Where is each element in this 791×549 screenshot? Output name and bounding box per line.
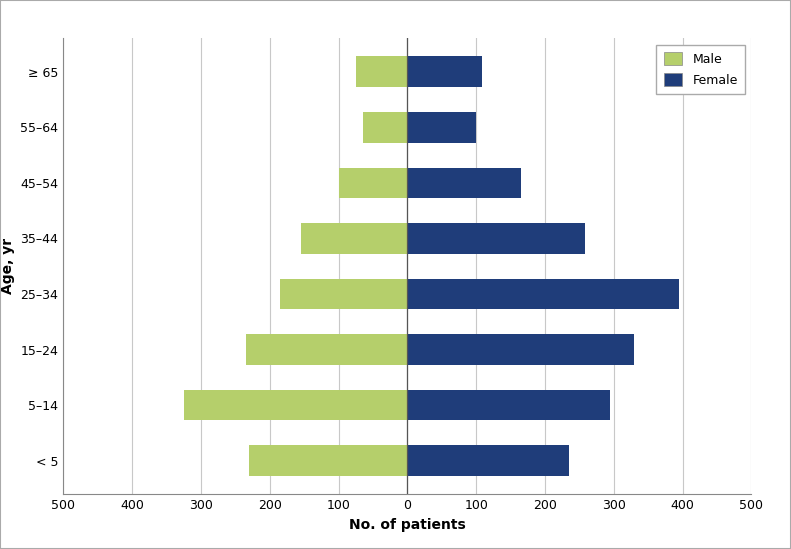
Bar [246,334,407,365]
Bar [407,334,634,365]
Bar [407,57,482,87]
Bar [249,445,407,476]
Bar [407,223,585,254]
Bar [407,279,679,309]
X-axis label: No. of patients: No. of patients [349,518,466,531]
Legend: Male, Female: Male, Female [656,44,745,94]
Bar [339,167,407,198]
Bar [356,57,407,87]
Bar [280,279,407,309]
Bar [362,112,407,143]
Bar [184,390,407,421]
Bar [407,112,476,143]
Bar [407,390,611,421]
Bar [407,445,569,476]
Bar [301,223,407,254]
Bar [407,167,521,198]
Y-axis label: Age, yr: Age, yr [1,238,15,294]
